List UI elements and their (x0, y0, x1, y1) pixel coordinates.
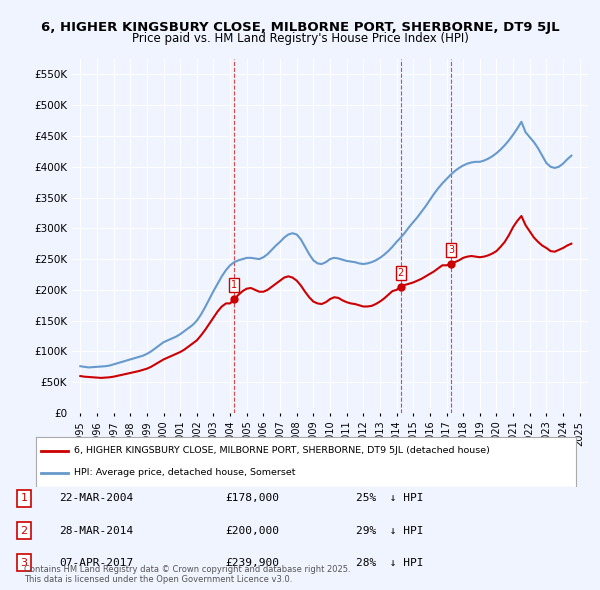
Text: 1: 1 (20, 493, 28, 503)
Text: 6, HIGHER KINGSBURY CLOSE, MILBORNE PORT, SHERBORNE, DT9 5JL: 6, HIGHER KINGSBURY CLOSE, MILBORNE PORT… (41, 21, 559, 34)
Text: 6, HIGHER KINGSBURY CLOSE, MILBORNE PORT, SHERBORNE, DT9 5JL (detached house): 6, HIGHER KINGSBURY CLOSE, MILBORNE PORT… (74, 446, 490, 455)
Text: 25%  ↓ HPI: 25% ↓ HPI (356, 493, 424, 503)
Text: 22-MAR-2004: 22-MAR-2004 (59, 493, 133, 503)
Text: 3: 3 (448, 245, 454, 255)
Text: £200,000: £200,000 (225, 526, 279, 536)
Text: 2: 2 (20, 526, 28, 536)
Text: £178,000: £178,000 (225, 493, 279, 503)
Text: 28%  ↓ HPI: 28% ↓ HPI (356, 558, 424, 568)
Text: 2: 2 (397, 267, 404, 277)
Text: Price paid vs. HM Land Registry's House Price Index (HPI): Price paid vs. HM Land Registry's House … (131, 32, 469, 45)
Text: 29%  ↓ HPI: 29% ↓ HPI (356, 526, 424, 536)
Text: Contains HM Land Registry data © Crown copyright and database right 2025.
This d: Contains HM Land Registry data © Crown c… (24, 565, 350, 584)
Text: 28-MAR-2014: 28-MAR-2014 (59, 526, 133, 536)
Text: HPI: Average price, detached house, Somerset: HPI: Average price, detached house, Some… (74, 468, 295, 477)
Text: £239,900: £239,900 (225, 558, 279, 568)
Text: 07-APR-2017: 07-APR-2017 (59, 558, 133, 568)
Text: 3: 3 (20, 558, 28, 568)
Text: 1: 1 (231, 280, 237, 290)
